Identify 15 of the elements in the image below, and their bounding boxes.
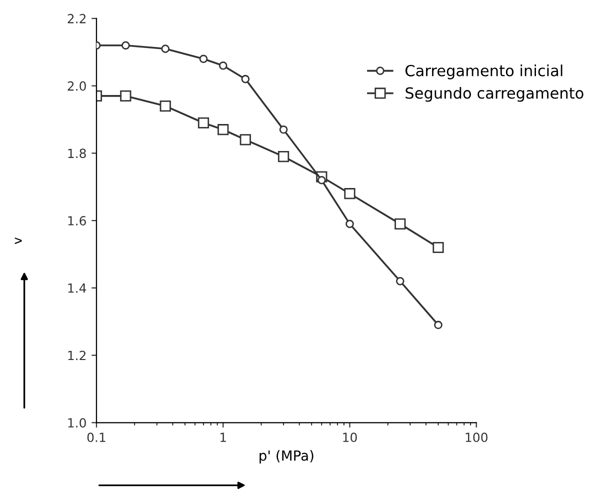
x-tick-label: 10 xyxy=(343,432,357,442)
y-tick-label: 1.8 xyxy=(68,148,86,158)
y-tick-label: 2.0 xyxy=(68,81,86,91)
y-tick-label: 1.2 xyxy=(68,350,86,360)
y-tick-label: 2.2 xyxy=(68,14,86,24)
y-tick-label: 1.4 xyxy=(68,284,86,293)
y-tick-label: 1.0 xyxy=(68,418,86,428)
x-tick-label: 1 xyxy=(220,432,226,442)
x-tick-label: 100 xyxy=(466,432,488,442)
y-axis-title: v xyxy=(14,237,22,244)
x-axis-title: p' (MPa) xyxy=(260,450,314,464)
x-tick-label: 0.1 xyxy=(87,432,106,442)
legend-label: Carregamento inicial xyxy=(406,64,562,80)
y-tick-label: 1.6 xyxy=(68,216,86,226)
legend-label: Segundo carregamento xyxy=(406,86,584,102)
